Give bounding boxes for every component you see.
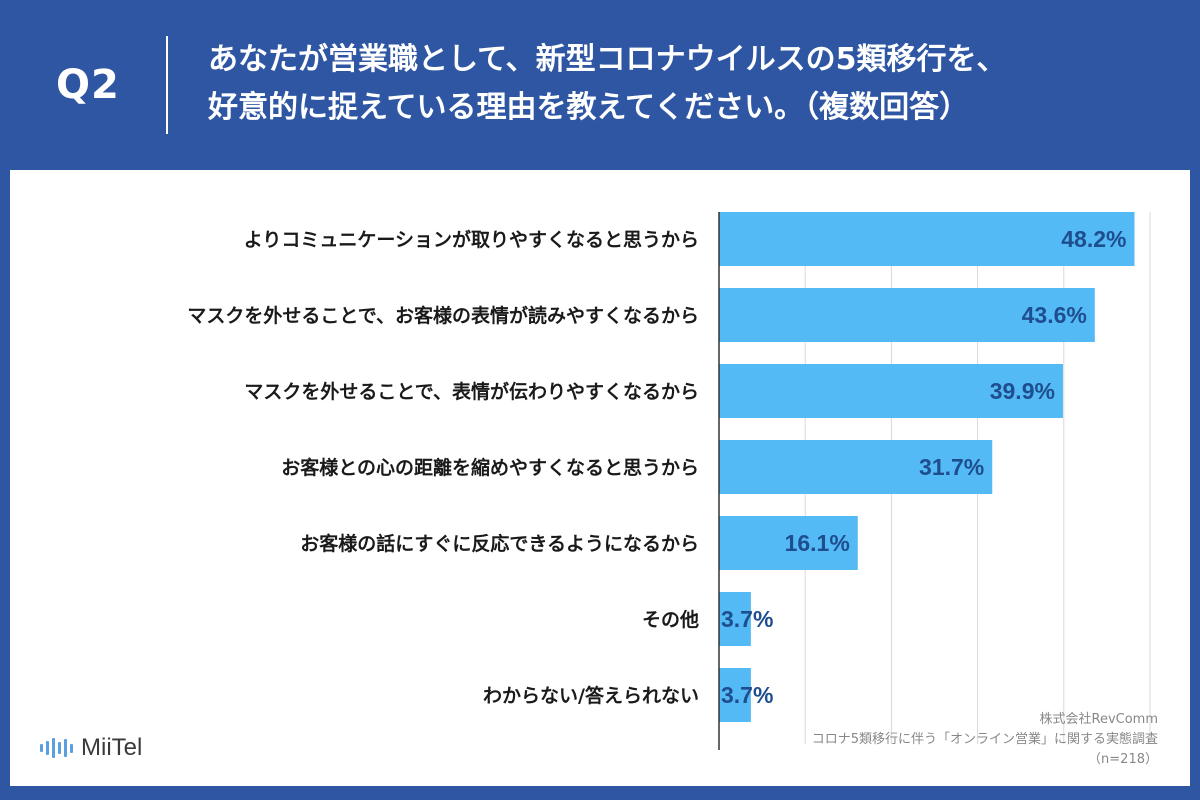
question-title-line2: 好意的に捉えている理由を教えてください。（複数回答） (208, 90, 970, 125)
value-label-6: 3.7% (721, 606, 773, 632)
logo-text: MiiTel (81, 734, 143, 761)
value-label-1: 48.2% (1061, 226, 1126, 252)
bar-1 (719, 212, 1135, 266)
value-label-4: 31.7% (919, 454, 984, 480)
value-label-5: 16.1% (785, 530, 850, 556)
category-label-1: よりコミュニケーションが取りやすくなると思うから (244, 228, 699, 251)
value-label-3: 39.9% (990, 378, 1055, 404)
bar-4 (719, 440, 993, 494)
bar-chart: よりコミュニケーションが取りやすくなると思うから 48.2% マスクを外せることで、… (187, 212, 1151, 750)
miitel-logo: MiiTel (40, 734, 142, 762)
category-label-3: マスクを外せることで、表情が伝わりやすくなるから (244, 380, 699, 403)
chart-panel: よりコミュニケーションが取りやすくなると思うから 48.2% マスクを外せることで、… (10, 170, 1190, 786)
header-divider (166, 36, 168, 134)
source-company: 株式会社RevComm (1039, 712, 1159, 727)
bar-2 (719, 288, 1095, 342)
value-label-2: 43.6% (1022, 302, 1087, 328)
category-label-2: マスクを外せることで、お客様の表情が読みやすくなるから (187, 304, 699, 327)
category-label-4: お客様との心の距離を縮めやすくなると思うから (281, 456, 699, 479)
question-title-line1: あなたが営業職として、新型コロナウイルスの5類移行を、 (208, 42, 1007, 77)
header: Q2 あなたが営業職として、新型コロナウイルスの5類移行を、 好意的に捉えている… (0, 0, 1200, 168)
question-label: Q2 (56, 62, 120, 108)
question-title: あなたが営業職として、新型コロナウイルスの5類移行を、 好意的に捉えている理由を… (208, 36, 1168, 132)
category-label-7: わからない/答えられない (483, 684, 699, 707)
category-label-6: その他 (642, 608, 699, 631)
miitel-logo-icon (40, 738, 73, 758)
bar-3 (719, 364, 1063, 418)
bar-7 (719, 668, 751, 722)
category-label-5: お客様の話にすぐに反応できるようになるから (300, 532, 699, 555)
bar-5 (719, 516, 858, 570)
source-note: 株式会社RevComm コロナ5類移行に伴う「オンライン営業」に関する実態調査 … (812, 710, 1158, 770)
source-survey: コロナ5類移行に伴う「オンライン営業」に関する実態調査 (811, 732, 1158, 747)
value-label-7: 3.7% (721, 682, 773, 708)
source-sample: （n=218） (1088, 752, 1158, 767)
bar-6 (719, 592, 751, 646)
